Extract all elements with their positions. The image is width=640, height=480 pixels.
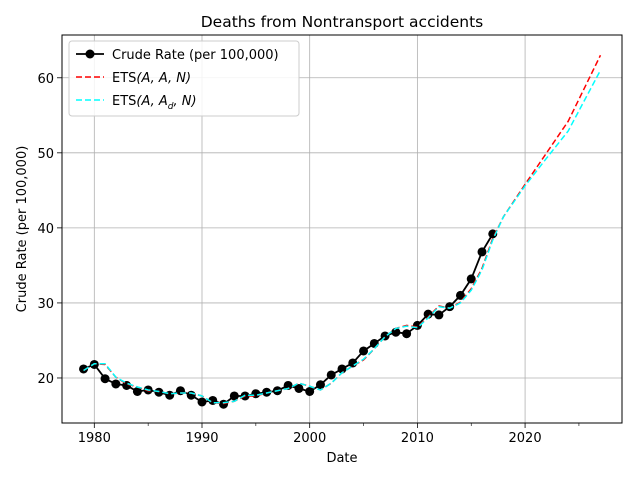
data-point-crude-rate <box>79 364 89 374</box>
data-point-crude-rate <box>229 391 239 401</box>
data-point-crude-rate <box>315 380 325 390</box>
data-point-crude-rate <box>359 346 369 356</box>
y-tick-label: 50 <box>37 147 54 162</box>
plot-frame <box>61 34 623 424</box>
data-point-crude-rate <box>445 302 455 312</box>
legend-aadn-prefix: ETS <box>112 94 136 109</box>
series-line-ets-aadn <box>83 69 602 404</box>
y-tick-label: 40 <box>37 222 54 237</box>
data-point-crude-rate <box>369 338 379 348</box>
data-point-crude-rate <box>477 247 487 257</box>
data-point-crude-rate <box>186 390 196 400</box>
legend-aadn-args-post: , N) <box>174 94 197 109</box>
y-axis-label: Crude Rate (per 100,000) <box>15 146 30 313</box>
y-tick-label: 20 <box>37 372 54 387</box>
data-point-crude-rate <box>165 390 175 400</box>
chart-title: Deaths from Nontransport accidents <box>201 13 484 31</box>
data-point-crude-rate <box>305 386 315 396</box>
y-tick-label: 30 <box>37 297 54 312</box>
data-point-crude-rate <box>348 358 358 368</box>
data-point-crude-rate <box>391 327 401 337</box>
data-point-crude-rate <box>455 290 465 300</box>
data-point-crude-rate <box>294 383 304 393</box>
data-point-crude-rate <box>326 370 336 380</box>
legend: Crude Rate (per 100,000) ETS(A, A, N) ET… <box>68 40 300 117</box>
data-point-crude-rate <box>283 380 293 390</box>
data-point-crude-rate <box>466 274 476 284</box>
x-tick-label: 2000 <box>293 431 326 446</box>
legend-label-observed: Crude Rate (per 100,000) <box>112 48 279 63</box>
legend-aan-prefix: ETS <box>112 71 136 86</box>
data-point-crude-rate <box>337 364 347 374</box>
y-tick-label: 60 <box>37 72 54 87</box>
legend-marker-observed <box>85 49 95 59</box>
legend-aadn-sub: d <box>168 102 174 112</box>
data-point-crude-rate <box>488 229 498 239</box>
series-line-ets-aan <box>83 54 602 405</box>
data-point-crude-rate <box>100 374 110 384</box>
x-tick-label: 2020 <box>509 431 542 446</box>
data-point-crude-rate <box>251 389 261 399</box>
series-layer <box>79 54 602 409</box>
legend-label-aan: ETS(A, A, N) <box>112 71 191 86</box>
x-axis-label: Date <box>326 451 357 466</box>
x-tick-label: 1980 <box>78 431 111 446</box>
data-point-crude-rate <box>197 397 207 407</box>
x-tick-label: 2010 <box>401 431 434 446</box>
legend-label-aadn: ETS(A, Ad, N) <box>112 94 197 112</box>
data-point-crude-rate <box>434 310 444 320</box>
series-line-crude-rate <box>83 233 494 406</box>
legend-box <box>68 40 300 117</box>
data-point-crude-rate <box>132 386 142 396</box>
legend-aadn-args-pre: (A, A <box>136 94 167 109</box>
legend-aan-args: (A, A, N) <box>136 71 191 86</box>
data-point-crude-rate <box>402 329 412 339</box>
data-point-crude-rate <box>111 379 121 389</box>
x-tick-label: 1990 <box>185 431 218 446</box>
